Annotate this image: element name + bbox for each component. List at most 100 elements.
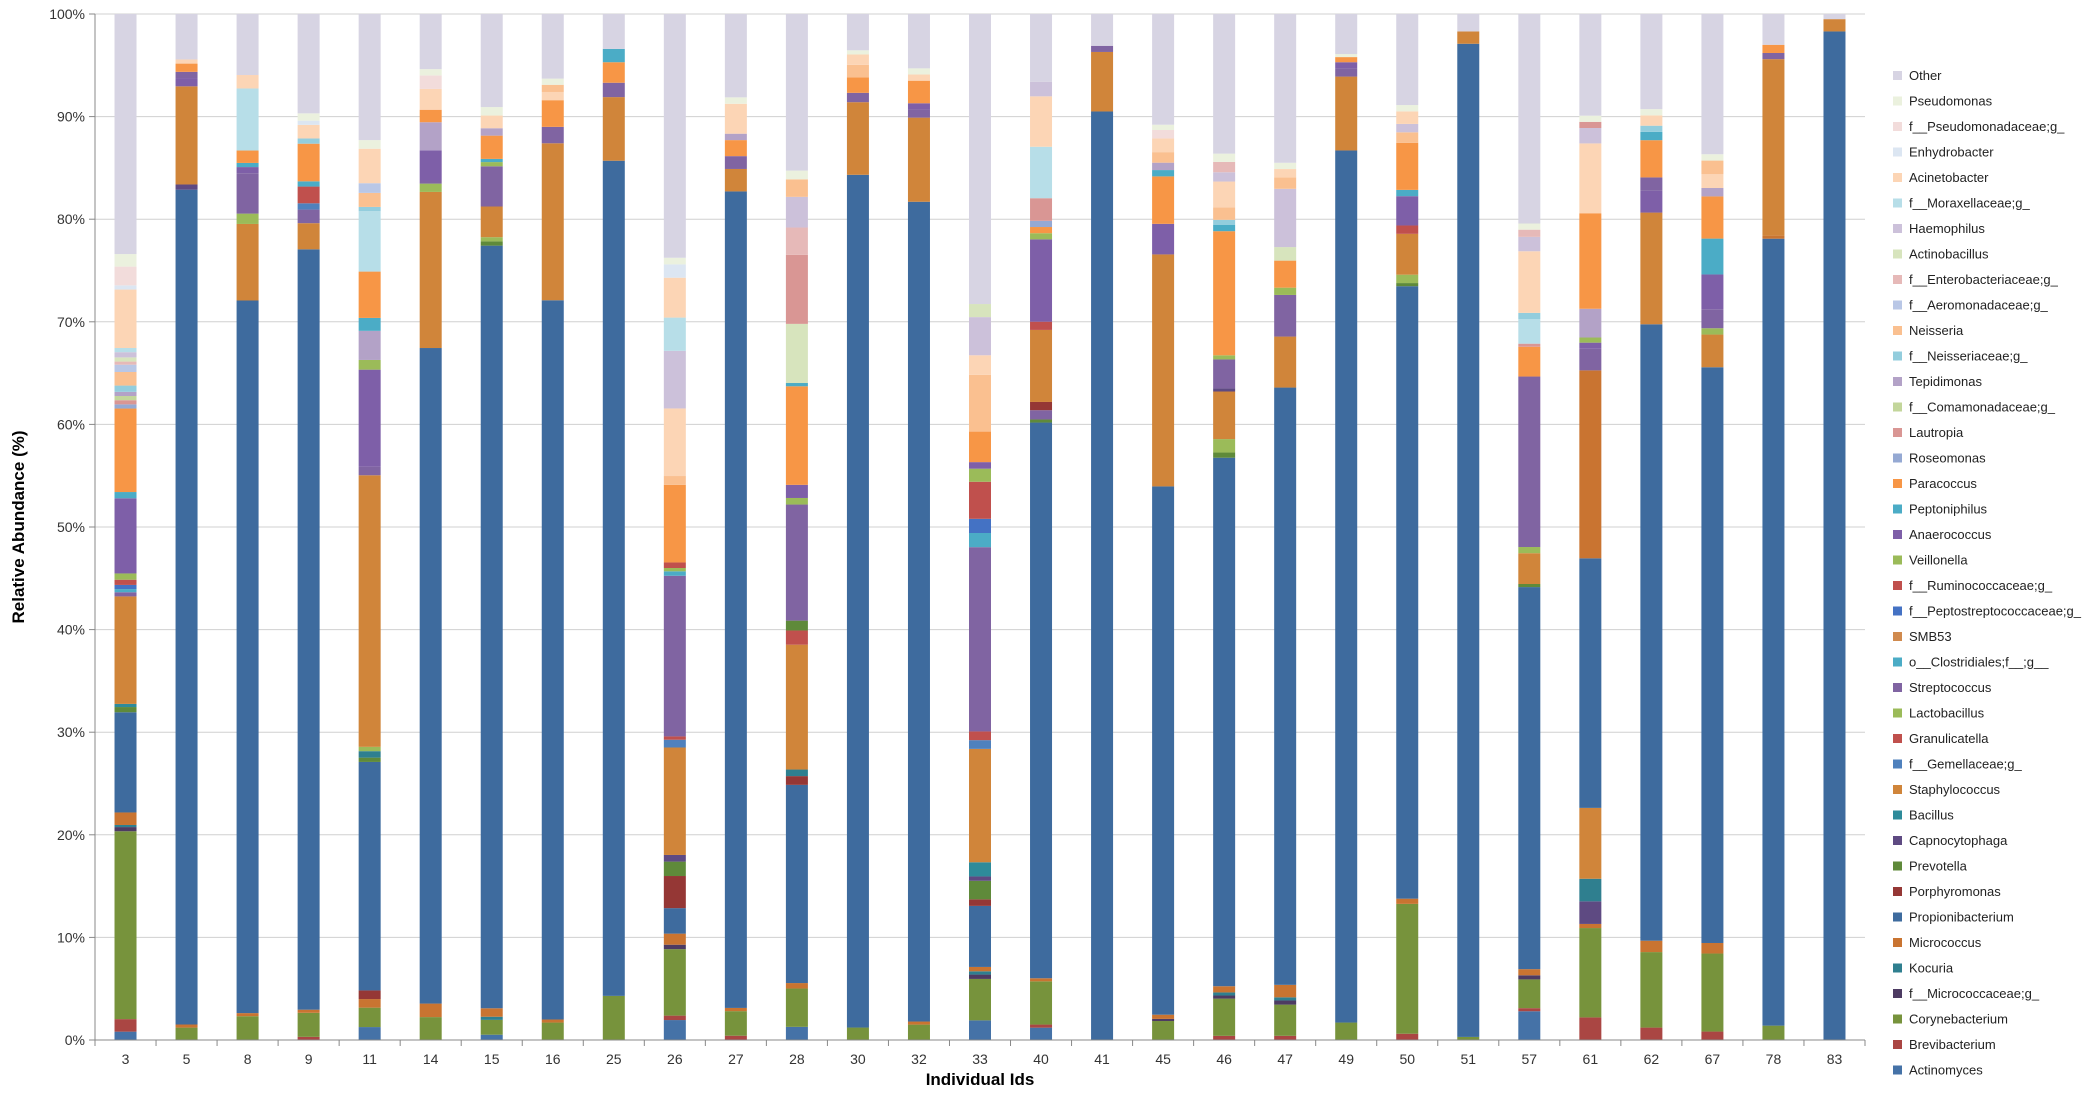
bar-segment: [663, 739, 686, 748]
bar-segment: [969, 14, 991, 305]
bar-segment: [1152, 124, 1175, 130]
bar-segment: [480, 1019, 503, 1035]
bar-segment: [1579, 928, 1602, 1018]
bar-segment: [1396, 196, 1419, 226]
bar-segment: [969, 971, 991, 975]
bar-segment: [969, 317, 991, 356]
bar-segment: [907, 68, 930, 75]
bar-segment: [114, 827, 137, 832]
bar-30: [846, 14, 869, 1040]
bar-segment: [969, 905, 991, 967]
bar-11: [358, 14, 381, 1040]
bar-segment: [236, 167, 259, 174]
bar-segment: [846, 1027, 869, 1040]
bar-segment: [785, 254, 808, 324]
bar-segment: [907, 109, 930, 118]
bar-segment: [236, 1013, 259, 1017]
legend-item: f__Enterobacteriaceae;g_: [1893, 272, 2059, 287]
bar-segment: [297, 1009, 320, 1013]
x-tick-label: 50: [1399, 1051, 1415, 1067]
legend-label: Granulicatella: [1909, 731, 1989, 746]
legend-label: Veillonella: [1909, 553, 1968, 568]
legend-label: f__Pseudomonadaceae;g_: [1909, 119, 2065, 134]
bar-segment: [785, 323, 808, 384]
bar-segment: [1823, 31, 1846, 1040]
bar-segment: [969, 978, 991, 1021]
bar-segment: [1213, 986, 1236, 993]
bar-segment: [1030, 329, 1053, 402]
bar-segment: [114, 385, 137, 392]
bar-segment: [1030, 239, 1053, 322]
legend-swatch: [1893, 351, 1902, 361]
bar-segment: [114, 372, 137, 386]
bar-segment: [297, 203, 320, 210]
y-tick-label: 50%: [57, 519, 85, 535]
bar-segment: [419, 88, 442, 110]
legend-label: Anaerococcus: [1909, 527, 1992, 542]
legend-label: Neisseria: [1909, 323, 1964, 338]
bar-segment: [114, 498, 137, 574]
bar-segment: [663, 949, 686, 1016]
bar-segment: [1518, 343, 1541, 347]
bar-8: [236, 14, 259, 1040]
bar-segment: [724, 133, 747, 141]
legend-label: Haemophilus: [1909, 221, 1985, 236]
legend-swatch: [1893, 122, 1902, 131]
x-tick-label: 16: [545, 1051, 561, 1067]
bar-segment: [602, 14, 625, 49]
bar-segment: [175, 71, 198, 79]
legend-item: Staphylococcus: [1893, 782, 2001, 797]
bar-segment: [1030, 978, 1053, 982]
legend-label: Actinomyces: [1909, 1063, 1983, 1078]
bar-segment: [1213, 359, 1236, 389]
legend-label: SMB53: [1909, 629, 1952, 644]
bar-segment: [480, 107, 503, 116]
legend-swatch: [1893, 224, 1902, 233]
bar-segment: [1030, 96, 1053, 147]
legend-label: f__Moraxellaceae;g_: [1909, 196, 2030, 211]
bar-segment: [785, 227, 808, 255]
bar-segment: [1274, 188, 1297, 248]
bar-segment: [1640, 190, 1663, 213]
bar-segment: [1518, 553, 1541, 584]
bar-segment: [114, 285, 137, 290]
bar-segment: [1396, 111, 1419, 124]
bar-segment: [1457, 1036, 1480, 1040]
bar-segment: [114, 703, 137, 708]
bar-segment: [1640, 115, 1663, 126]
bar-segment: [1213, 391, 1236, 440]
bar-segment: [1518, 14, 1541, 224]
bar-segment: [175, 184, 198, 190]
legend-label: Bacillus: [1909, 808, 1954, 823]
bar-segment: [1701, 367, 1724, 943]
bar-segment: [358, 475, 381, 747]
bar-segment: [480, 1008, 503, 1017]
bar-segment: [480, 14, 503, 108]
bar-segment: [419, 109, 442, 123]
bar-segment: [358, 466, 381, 476]
legend-swatch: [1893, 887, 1902, 896]
bar-segment: [1701, 238, 1724, 275]
bar-segment: [1579, 923, 1602, 929]
legend-item: f__Comamonadaceae;g_: [1893, 400, 2056, 415]
bar-segment: [1213, 14, 1236, 154]
legend-item: Acinetobacter: [1893, 170, 1989, 185]
bar-segment: [419, 150, 442, 181]
bar-segment: [1701, 14, 1724, 155]
bar-segment: [1579, 348, 1602, 371]
bar-segment: [480, 115, 503, 129]
legend-swatch: [1893, 504, 1902, 514]
bar-segment: [1152, 223, 1175, 255]
bar-segment: [419, 122, 442, 151]
bar-segment: [114, 14, 137, 255]
bar-segment: [785, 983, 808, 989]
bar-segment: [1213, 161, 1236, 173]
x-axis-title: Individual Ids: [926, 1070, 1035, 1089]
bar-segment: [114, 573, 137, 580]
bar-segment: [114, 824, 137, 828]
legend-swatch: [1893, 428, 1902, 437]
bar-segment: [907, 14, 930, 69]
legend-label: f__Ruminococcaceae;g_: [1909, 578, 2053, 593]
bar-segment: [846, 102, 869, 175]
y-axis-title: Relative Abundance (%): [9, 430, 28, 623]
